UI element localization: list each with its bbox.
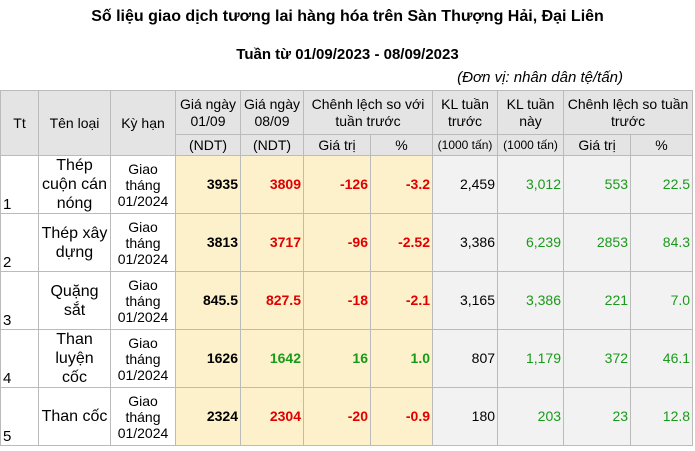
table-cell: 3813 [175,213,241,272]
header-cell: (1000 tấn) [497,134,565,156]
table-cell: 3935 [175,155,241,214]
table-cell: Giao tháng 01/2024 [110,271,176,330]
table-cell: 6,239 [497,213,565,272]
table-cell: Giao tháng 01/2024 [110,155,176,214]
table-cell: 16 [303,329,371,388]
table-cell: 4 [0,329,39,388]
table-cell: Quặng sắt [38,271,111,330]
header-cell: Tt [0,90,39,156]
header-cell: % [630,134,694,156]
header-cell: Kỳ hạn [110,90,176,156]
header-cell: Chênh lệch so với tuần trước [302,90,434,135]
table-cell: Giao tháng 01/2024 [110,329,176,388]
table-cell: 180 [432,387,499,446]
table-cell: 2,459 [432,155,499,214]
table-cell: 22.5 [630,155,694,214]
table-cell: 5 [0,387,39,446]
table-row: 1 Thép cuộn cán nóng Giao tháng 01/2024 393… [0,155,694,214]
table-cell: 46.1 [630,329,694,388]
table-cell: -2.1 [369,271,434,330]
table-row: 3 Quặng sắt Giao tháng 01/2024 845.5 827.5 -1… [0,271,694,330]
table-cell: -2.52 [369,213,434,272]
unit-note: (Đơn vị: nhân dân tệ/tấn) [457,69,623,86]
header-cell: (NDT) [240,134,304,156]
table-cell: 372 [563,329,632,388]
table-cell: 3717 [240,213,304,272]
table-cell: 84.3 [630,213,694,272]
table-row: 4 Than luyện cốc Giao tháng 01/2024 1626 164… [0,329,694,388]
table-body: 1 Thép cuộn cán nóng Giao tháng 01/2024 393… [0,155,694,446]
table-cell: 23 [563,387,632,446]
table-row: 2 Thép xây dựng Giao tháng 01/2024 3813 3717… [0,213,694,272]
table-cell: -126 [303,155,371,214]
table-cell: Than luyện cốc [38,329,111,388]
table-cell: 3,386 [497,271,565,330]
header-cell: Tên loại [38,90,111,156]
table-cell: -3.2 [369,155,434,214]
table-cell: 203 [497,387,565,446]
table-cell: 3,012 [497,155,565,214]
header-cell: Giá trị [563,134,632,156]
table-cell: -96 [303,213,371,272]
table-cell: Than cốc [38,387,111,446]
title: Số liệu giao dịch tương lai hàng hóa trê… [91,8,604,25]
table-cell: 3,165 [432,271,499,330]
table-cell: Thép xây dựng [38,213,111,272]
header-cell: Giá trị [303,134,371,156]
header-cell: Giá ngày 08/09 [240,90,304,135]
table-cell: 827.5 [240,271,304,330]
table-cell: 553 [563,155,632,214]
table-cell: 221 [563,271,632,330]
table-cell: 1626 [175,329,241,388]
header-cell: Chênh lệch so tuần trước [563,90,694,135]
header-cell: (NDT) [175,134,241,156]
table-cell: 12.8 [630,387,694,446]
table-cell: 2324 [175,387,241,446]
header-cell: KL tuần này [497,90,565,135]
table-cell: -0.9 [369,387,434,446]
subtitle: Tuần từ 01/09/2023 - 08/09/2023 [236,46,459,63]
table-cell: 3809 [240,155,304,214]
header-cell: KL tuần trước [432,90,499,135]
table-row: 5 Than cốc Giao tháng 01/2024 2324 2304 -20 -0… [0,387,694,446]
table-cell: 1.0 [369,329,434,388]
table-cell: 7.0 [630,271,694,330]
table-cell: -18 [303,271,371,330]
table-cell: 3 [0,271,39,330]
table-cell: Thép cuộn cán nóng [38,155,111,214]
table-cell: 807 [432,329,499,388]
table-cell: -20 [303,387,371,446]
header-cell: % [369,134,434,156]
table-cell: Giao tháng 01/2024 [110,387,176,446]
header-cell: (1000 tấn) [432,134,499,156]
table-cell: Giao tháng 01/2024 [110,213,176,272]
data-table: Tt Tên loại Kỳ hạn Giá ngày 01/09 Giá ng… [0,90,694,446]
table-cell: 2853 [563,213,632,272]
table-cell: 1 [0,155,39,214]
table-cell: 3,386 [432,213,499,272]
header-cell: Giá ngày 01/09 [175,90,241,135]
table-cell: 1,179 [497,329,565,388]
table-cell: 2304 [240,387,304,446]
table-cell: 1642 [240,329,304,388]
table-cell: 2 [0,213,39,272]
table-cell: 845.5 [175,271,241,330]
